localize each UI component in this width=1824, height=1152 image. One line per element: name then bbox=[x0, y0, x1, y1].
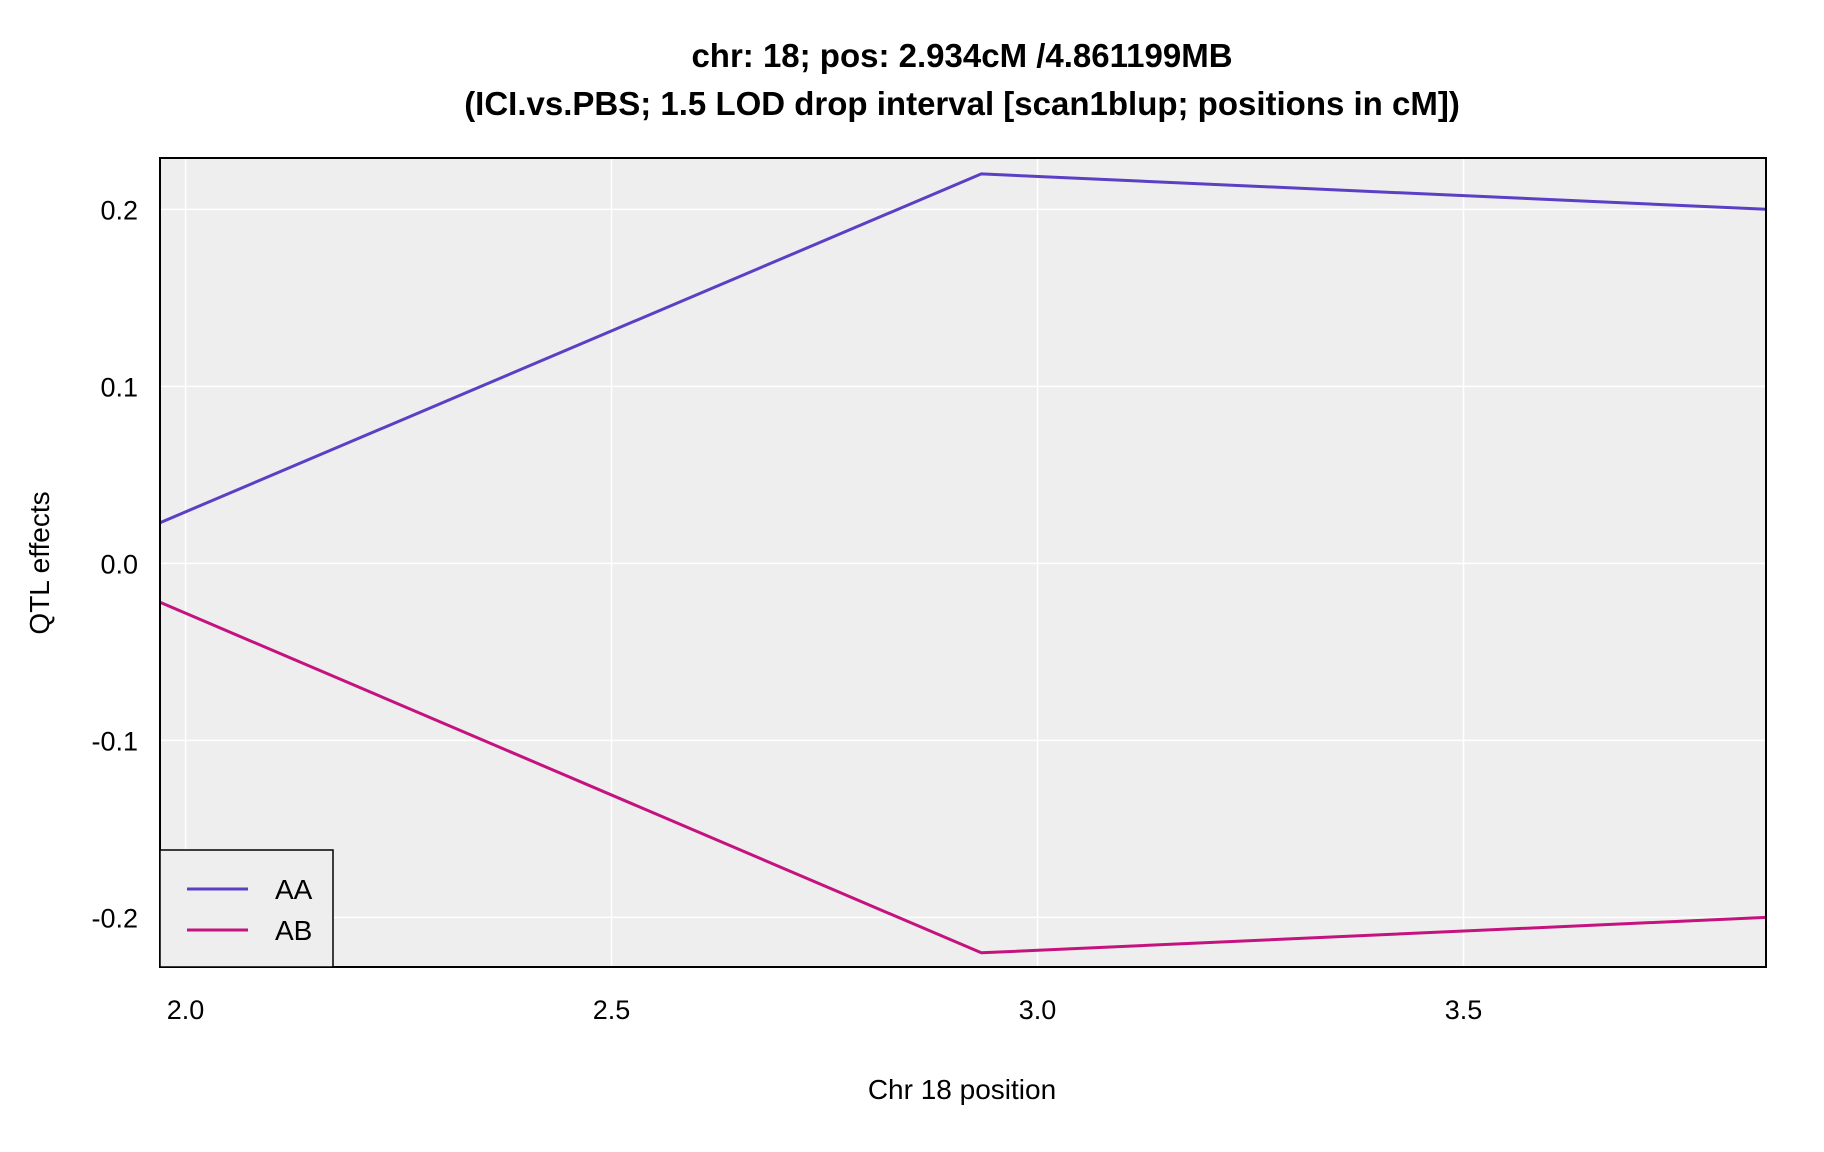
y-tick-label: -0.2 bbox=[91, 903, 138, 933]
series-line-ab bbox=[159, 600, 1767, 955]
x-tick-label: 3.5 bbox=[1445, 995, 1483, 1025]
plot-background bbox=[160, 158, 1766, 967]
x-axis-label: Chr 18 position bbox=[868, 1074, 1056, 1105]
series-line-aa bbox=[159, 172, 1767, 525]
y-tick-label: 0.2 bbox=[100, 195, 138, 225]
y-tick-label: -0.1 bbox=[91, 726, 138, 756]
x-tick-label: 2.5 bbox=[593, 995, 631, 1025]
y-tick-label: 0.0 bbox=[100, 549, 138, 579]
y-tick-label: 0.1 bbox=[100, 372, 138, 402]
x-axis-ticks: 2.0 2.5 3.0 3.5 bbox=[167, 995, 1483, 1025]
chart-title: chr: 18; pos: 2.934cM /4.861199MB bbox=[691, 37, 1232, 74]
x-tick-label: 2.0 bbox=[167, 995, 205, 1025]
plot-frame bbox=[159, 157, 1767, 968]
legend-box bbox=[159, 849, 334, 968]
x-tick-label: 3.0 bbox=[1019, 995, 1057, 1025]
y-axis-ticks: 0.2 0.1 0.0 -0.1 -0.2 bbox=[91, 195, 138, 933]
y-axis-label: QTL effects bbox=[24, 491, 55, 634]
legend: AA AB bbox=[159, 849, 334, 968]
legend-label-ab: AB bbox=[275, 915, 312, 946]
series-lines bbox=[159, 172, 1767, 955]
chart-subtitle: (ICI.vs.PBS; 1.5 LOD drop interval [scan… bbox=[464, 85, 1460, 122]
grid-lines bbox=[160, 158, 1766, 967]
legend-label-aa: AA bbox=[275, 874, 313, 905]
